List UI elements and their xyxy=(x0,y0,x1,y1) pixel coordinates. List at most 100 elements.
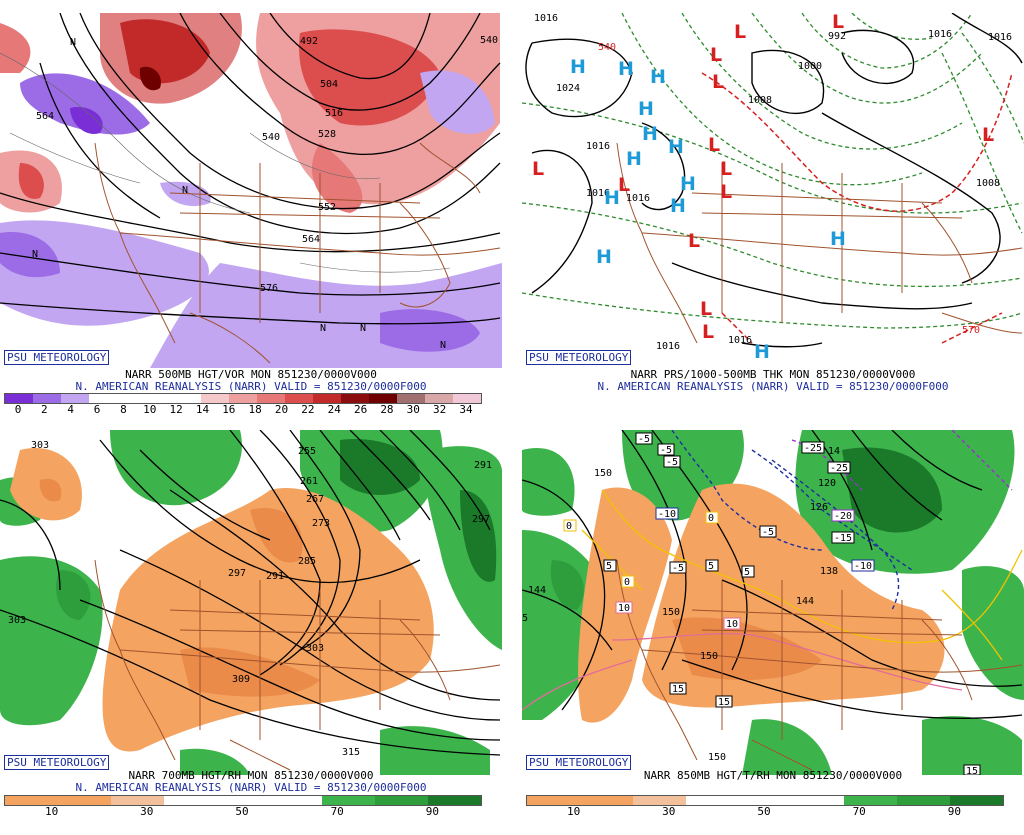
temp-label: 15 xyxy=(966,766,978,775)
high-pressure-marker: H xyxy=(626,148,642,170)
color-scale-swatch xyxy=(33,394,61,403)
contour-label: 150 xyxy=(662,607,680,618)
vorticity-color-scale xyxy=(4,393,482,404)
temp-label: 0 xyxy=(624,577,630,588)
psu-badge: PSU METEOROLOGY xyxy=(526,350,632,365)
contour-label: 576 xyxy=(260,283,278,294)
color-scale-swatch xyxy=(201,394,229,403)
high-pressure-marker: H xyxy=(642,123,658,145)
scale-tick-label: 12 xyxy=(169,403,183,416)
panel-title: NARR 700MB HGT/RH MON 851230/0000V000 xyxy=(128,769,374,782)
color-scale-swatch xyxy=(791,796,845,805)
panel-500mb-vorticity: 492 504 516 528 540 540 552 564 576 564 … xyxy=(0,13,502,418)
map-700mb-svg: 303 255 261 267 273 285 297 291 303 309 … xyxy=(0,430,502,775)
low-pressure-marker: L xyxy=(532,158,544,180)
contour-label: 297 xyxy=(472,514,490,525)
contour-label: 315 xyxy=(342,747,360,758)
panel-title: NARR 500MB HGT/VOR MON 851230/0000V000 xyxy=(125,368,377,381)
low-pressure-marker: L xyxy=(720,181,732,203)
low-pressure-marker: L xyxy=(734,21,746,43)
scale-tick-label: 50 xyxy=(757,805,771,818)
low-pressure-marker: L xyxy=(710,44,722,66)
pressure-label: 1016 xyxy=(534,13,558,24)
psu-badge: PSU METEOROLOGY xyxy=(526,755,632,770)
contour-label: 273 xyxy=(312,518,330,529)
contour-label: 492 xyxy=(300,36,318,47)
temp-label: -25 xyxy=(830,463,848,474)
contour-label: 564 xyxy=(302,234,320,245)
pressure-label: 992 xyxy=(828,31,846,42)
pressure-label: 1000 xyxy=(798,61,822,72)
pressure-label: 1016 xyxy=(586,141,610,152)
temp-label: 5 xyxy=(606,561,612,572)
color-scale-swatch xyxy=(163,796,217,805)
scale-tick-label: 50 xyxy=(235,805,249,818)
pressure-label: 1024 xyxy=(556,83,580,94)
contour-label: 144 xyxy=(528,585,546,596)
color-scale-swatch xyxy=(89,394,117,403)
temp-label: -5 xyxy=(666,457,678,468)
temp-label: -5 xyxy=(762,527,774,538)
map-mslp: 1016 1024 1008 1000 992 1008 1016 1016 1… xyxy=(522,13,1024,368)
low-pressure-marker: L xyxy=(982,124,994,146)
color-scale-swatch xyxy=(375,796,429,805)
color-scale-swatch xyxy=(369,394,397,403)
temp-label: 5 xyxy=(708,561,714,572)
panel-title: NARR PRS/1000-500MB THK MON 851230/0000V… xyxy=(630,368,916,381)
vort-marker: N xyxy=(182,185,188,196)
vort-marker: N xyxy=(320,323,326,334)
contour-label: 267 xyxy=(306,494,324,505)
low-pressure-marker: L xyxy=(720,158,732,180)
temp-label: -10 xyxy=(658,509,676,520)
color-scale-swatch xyxy=(685,796,739,805)
low-pressure-marker: L xyxy=(618,174,630,196)
vort-marker: N xyxy=(32,249,38,260)
contour-label: 540 xyxy=(262,132,280,143)
temp-label: -10 xyxy=(854,561,872,572)
high-pressure-marker: H xyxy=(570,56,586,78)
scale-tick-label: 10 xyxy=(143,403,157,416)
contour-label: 552 xyxy=(318,202,336,213)
map-850mb: 150 144 120 126 138 144 150 150 150 14 -… xyxy=(522,430,1024,775)
color-scale-swatch xyxy=(5,796,58,805)
contour-label: 255 xyxy=(298,446,316,457)
high-pressure-marker: H xyxy=(668,136,684,158)
temp-label: -5 xyxy=(638,434,650,445)
scale-tick-label: 70 xyxy=(852,805,866,818)
high-pressure-marker: H xyxy=(638,98,654,120)
thickness-label: 540 xyxy=(598,42,616,53)
color-scale-swatch xyxy=(428,796,482,805)
scale-tick-label: 14 xyxy=(195,403,210,416)
color-scale-swatch xyxy=(57,796,111,805)
vort-marker: N xyxy=(360,323,366,334)
rh-color-scale xyxy=(4,795,482,806)
map-500mb: 492 504 516 528 540 540 552 564 576 564 … xyxy=(0,13,502,368)
contour-label: 291 xyxy=(474,460,492,471)
temp-label: -15 xyxy=(834,533,852,544)
pressure-label: 1016 xyxy=(928,29,952,40)
color-scale-swatch xyxy=(397,394,425,403)
contour-label: 5 xyxy=(522,613,528,624)
contour-label: 126 xyxy=(810,502,828,513)
high-pressure-marker: H xyxy=(670,195,686,217)
map-mslp-svg: 1016 1024 1008 1000 992 1008 1016 1016 1… xyxy=(522,13,1024,368)
panel-title: NARR 850MB HGT/T/RH MON 851230/0000V000 xyxy=(643,769,903,782)
temp-label: 0 xyxy=(708,513,714,524)
scale-tick-label: 32 xyxy=(433,403,447,416)
pressure-label: 1016 xyxy=(656,341,680,352)
color-scale-swatch xyxy=(269,796,323,805)
scale-tick-label: 22 xyxy=(301,403,315,416)
temp-label: 5 xyxy=(744,567,750,578)
contour-label: 303 xyxy=(31,440,49,451)
map-850mb-svg: 150 144 120 126 138 144 150 150 150 14 -… xyxy=(522,430,1024,775)
color-scale-swatch xyxy=(285,394,313,403)
scale-tick-label: 4 xyxy=(67,403,75,416)
scale-tick-label: 30 xyxy=(140,805,154,818)
panel-subtitle: N. AMERICAN REANALYSIS (NARR) VALID = 85… xyxy=(75,380,427,393)
scale-tick-label: 20 xyxy=(274,403,289,416)
contour-label: 303 xyxy=(8,615,26,626)
temp-label: -25 xyxy=(804,443,822,454)
contour-label: 14 xyxy=(828,446,840,457)
high-pressure-marker: H xyxy=(596,246,612,268)
color-scale-swatch xyxy=(453,394,481,403)
